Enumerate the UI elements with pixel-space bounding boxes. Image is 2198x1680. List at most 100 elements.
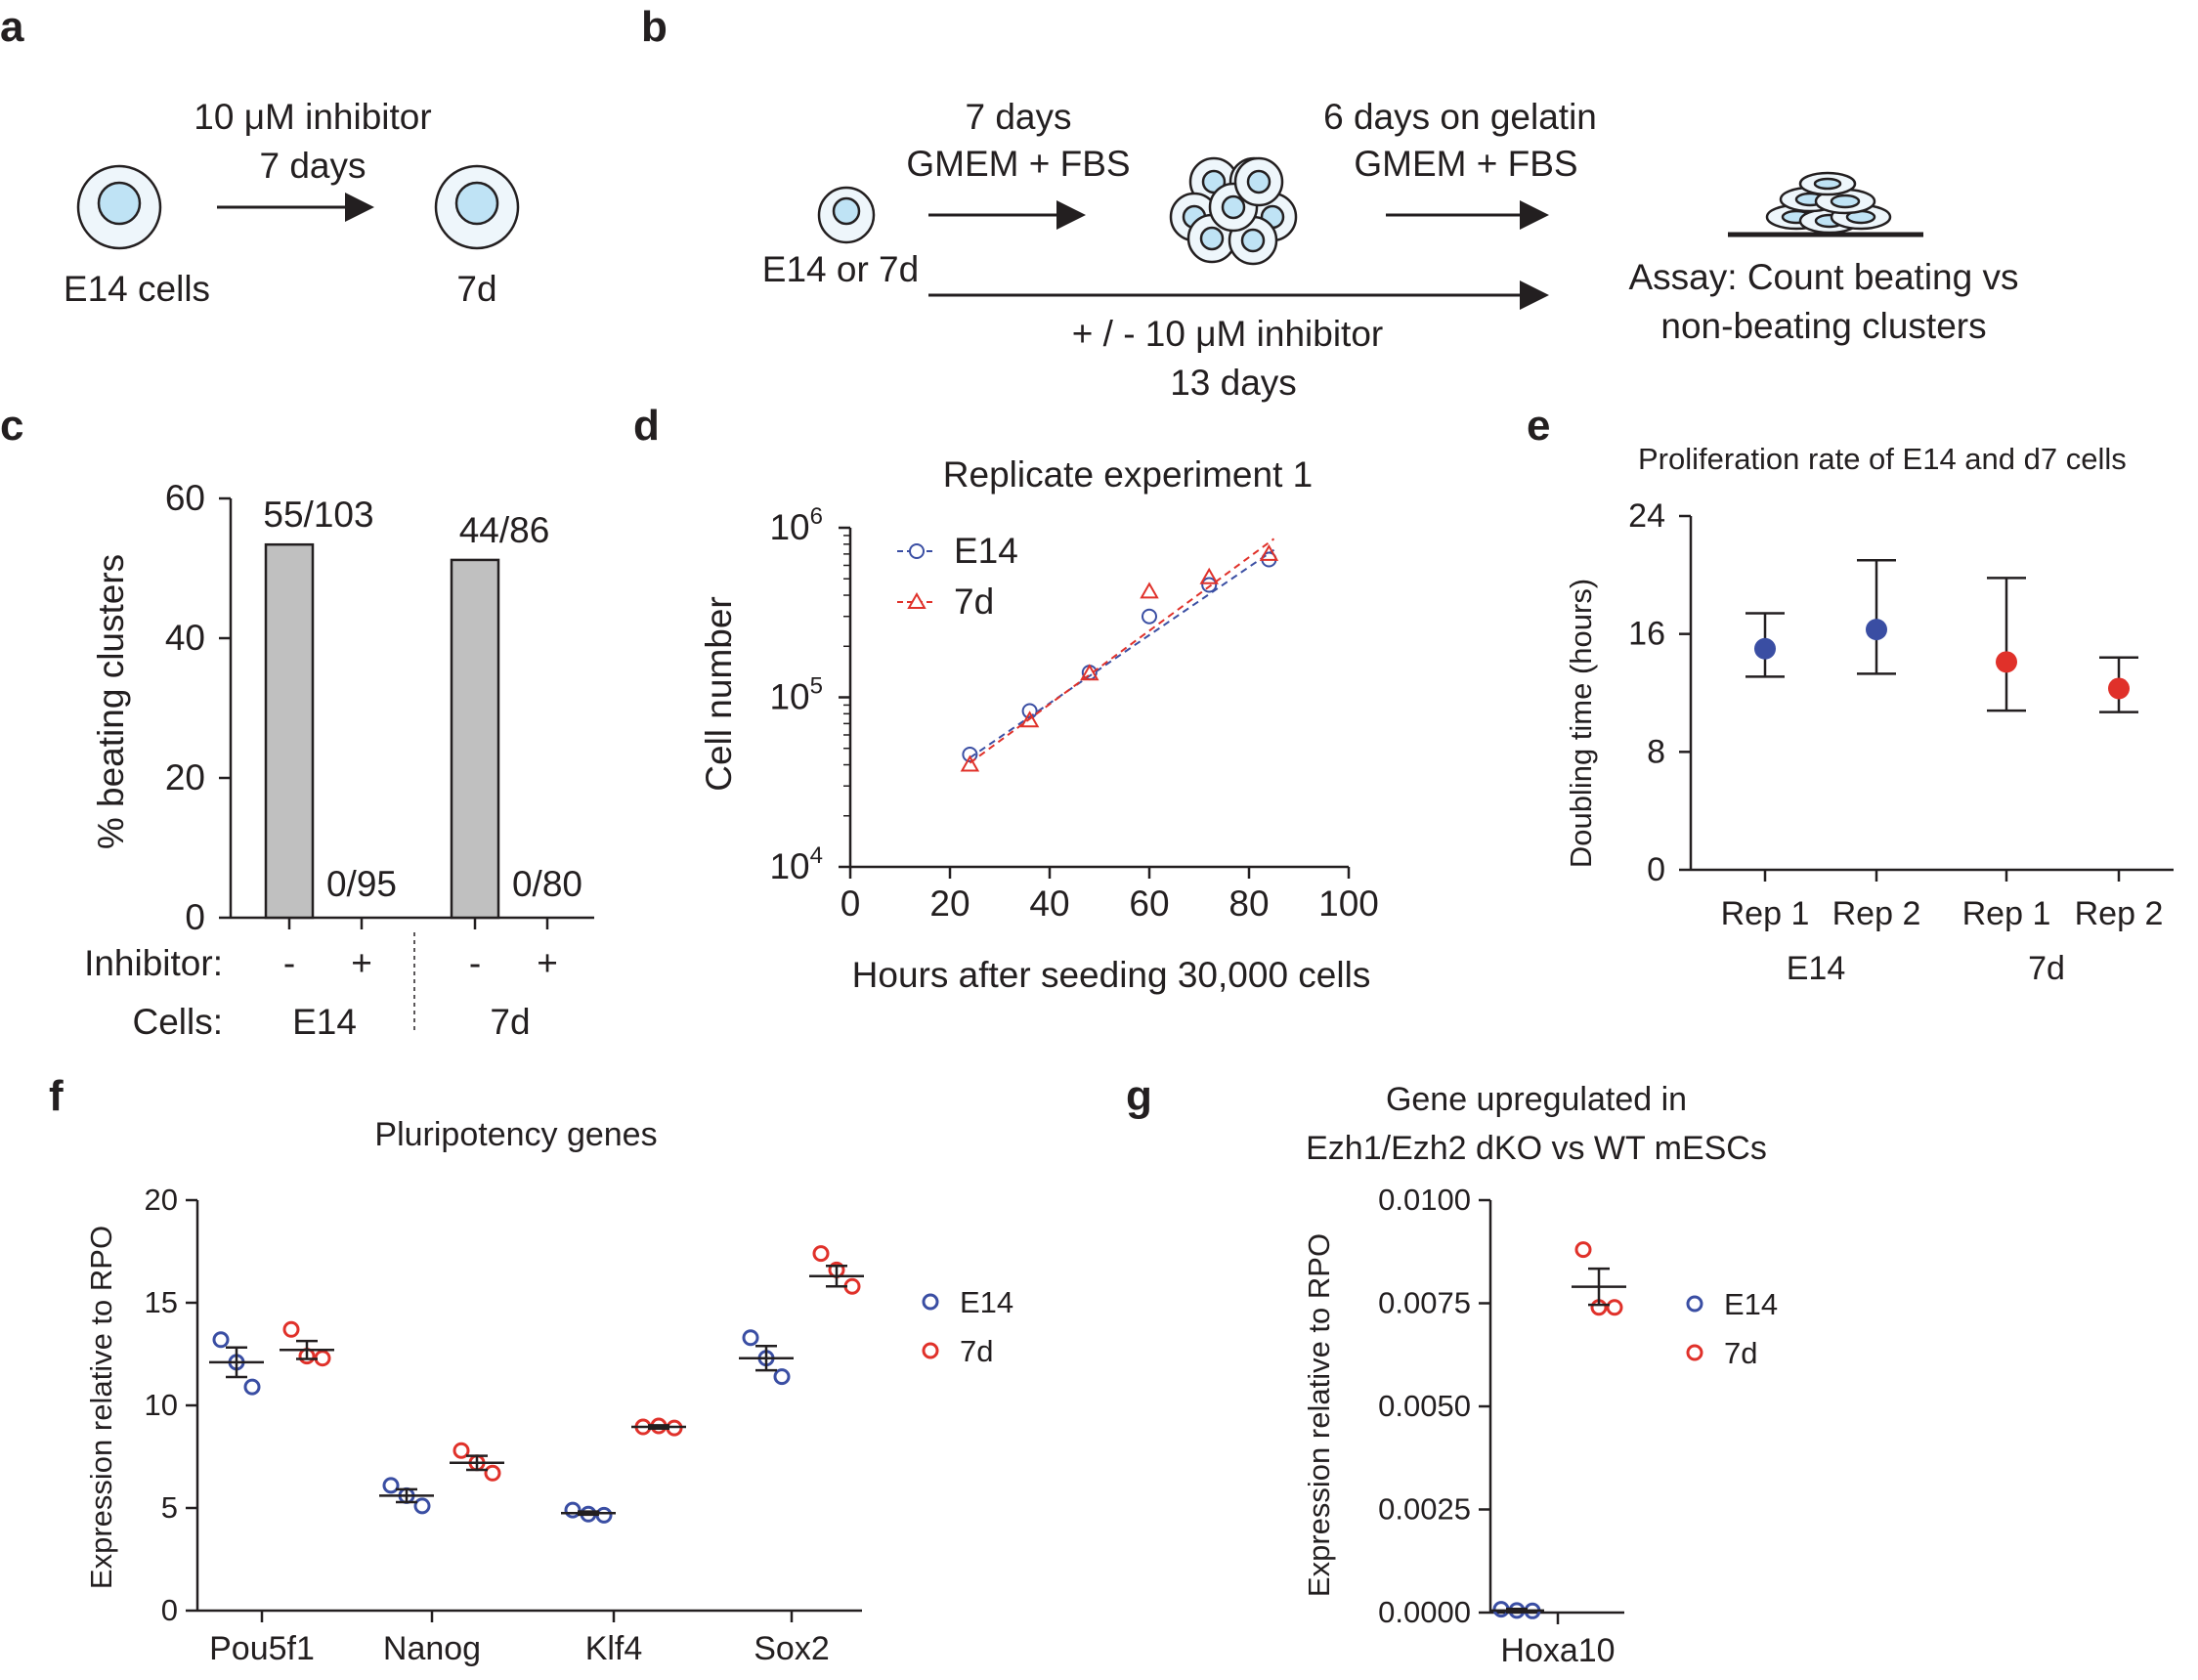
panel-c-bars: 55/103 0/95 44/86 0/80: [263, 495, 582, 929]
panel-e-group-label: 7d: [2028, 950, 2065, 987]
panel-e-ticks: 0 8 16 24: [1628, 497, 1691, 888]
panel-d-ticks: 0 20 40 60 80 100 104 105 106: [769, 503, 1378, 924]
panel-f-category-label: Nanog: [383, 1630, 481, 1667]
inhibitor-line2: 7 days: [259, 146, 366, 186]
inhibitor-value: +: [351, 943, 372, 983]
panel-g-ytick-label: 0.0025: [1378, 1492, 1471, 1527]
step1-line2: GMEM + FBS: [906, 144, 1130, 184]
mean-point: [2108, 677, 2130, 700]
data-point-7d: [314, 1350, 331, 1367]
fit-line-E14: [969, 548, 1275, 759]
data-point-7d: [1259, 543, 1279, 561]
panel-g-title-line1: Gene upregulated in: [1386, 1081, 1687, 1118]
legend-label: E14: [1724, 1287, 1778, 1321]
panel-f-label: f: [49, 1072, 64, 1120]
panel-f-ytick-label: 0: [161, 1593, 178, 1627]
panel-c-ytick-label: 20: [165, 757, 205, 797]
data-point-E14: [212, 1331, 230, 1349]
panel-e-xtick-label: Rep 2: [2075, 895, 2164, 932]
panel-f-plot: Pou5f1 Nanog Klf4 Sox2: [209, 1245, 864, 1667]
data-point-E14: [1492, 1601, 1510, 1618]
legend-label: 7d: [960, 1334, 993, 1368]
panel-c-label: c: [0, 402, 23, 450]
panel-c-xlabels: - + - + E14 7d: [283, 943, 558, 1042]
data-point-7d: [1606, 1299, 1623, 1316]
assay-line2: non-beating clusters: [1660, 306, 1986, 346]
panel-g-ytick-label: 0.0050: [1378, 1389, 1471, 1423]
embryoid-body-icon: [1169, 156, 1298, 266]
panel-c-ticks: 0 20 40 60: [165, 478, 231, 937]
panel-g-category-label: Hoxa10: [1500, 1632, 1615, 1669]
panel-d-xtick-label: 0: [840, 883, 861, 924]
start-cell-icon: [817, 186, 876, 244]
panel-b-label: b: [641, 3, 668, 51]
panel-c-ytick-label: 60: [165, 478, 205, 518]
panel-f-ytick-label: 5: [161, 1490, 178, 1525]
bar-data-label: 55/103: [263, 495, 373, 535]
panel-e-ytick-label: 0: [1647, 851, 1665, 888]
data-point-7d: [282, 1320, 300, 1338]
panel-d-xtick-label: 20: [929, 883, 970, 924]
panel-d-ylabel: Cell number: [699, 596, 739, 791]
panel-f-ytick-label: 20: [145, 1183, 178, 1217]
start-cells-label: E14 or 7d: [762, 249, 919, 289]
legend-marker-7d: [907, 591, 927, 609]
data-point-7d: [960, 754, 980, 772]
cells-group-label: 7d: [490, 1002, 530, 1042]
legend-marker-E14: [1686, 1295, 1703, 1313]
panel-g-plot: Hoxa10: [1489, 1241, 1626, 1669]
step1-line1: 7 days: [965, 97, 1071, 137]
panel-c: c % beating clusters 0 20 40 60 55/103 0/95 4…: [0, 402, 594, 1042]
data-point-E14: [742, 1329, 759, 1347]
panel-g-ytick-label: 0.0100: [1378, 1183, 1471, 1217]
panel-a: a E14 cells 10 μM inhibitor 7 days 7d: [0, 3, 520, 309]
panel-e-ylabel: Doubling time (hours): [1564, 579, 1598, 868]
panel-c-ytick-label: 0: [185, 897, 205, 937]
data-point-E14: [595, 1506, 613, 1524]
inhibitor-value: -: [469, 943, 481, 983]
data-point-E14: [962, 747, 978, 763]
panel-d-ytick-label: 106: [769, 503, 823, 547]
panel-d-xtick-label: 60: [1129, 883, 1169, 924]
mean-point: [1996, 651, 2017, 673]
bar-data-label: 0/95: [326, 864, 397, 904]
7d-cell-icon: [434, 164, 520, 250]
panel-d-xlabel: Hours after seeding 30,000 cells: [852, 955, 1371, 995]
bar: [450, 558, 500, 920]
panel-c-ylabel: % beating clusters: [91, 554, 131, 849]
inhibitor-line1: 10 μM inhibitor: [194, 97, 431, 137]
inhibitor-value: +: [537, 943, 558, 983]
data-point-E14: [413, 1497, 431, 1515]
panel-c-ytick-label: 40: [165, 618, 205, 658]
panel-g: g Gene upregulated in Ezh1/Ezh2 dKO vs W…: [1126, 1072, 1778, 1669]
step2-line2: GMEM + FBS: [1354, 144, 1577, 184]
panel-d: d Replicate experiment 1 Cell number Hou…: [633, 402, 1379, 995]
panel-e-xtick-label: Rep 1: [1721, 895, 1810, 932]
cells-row-label: Cells:: [132, 1002, 223, 1042]
data-point-7d: [1199, 567, 1219, 584]
legend-marker-E14: [922, 1293, 939, 1311]
legend-label: E14: [954, 531, 1018, 571]
inhibitor-treatment-line1: + / - 10 μM inhibitor: [1072, 314, 1383, 354]
data-point-7d: [1080, 664, 1099, 681]
panel-d-xtick-label: 100: [1318, 883, 1379, 924]
fit-line-7d: [969, 538, 1275, 764]
panel-f-ylabel: Expression relative to RPO: [84, 1226, 118, 1589]
panel-d-plot: [960, 538, 1279, 772]
data-point-E14: [382, 1477, 400, 1494]
panel-g-title-line2: Ezh1/Ezh2 dKO vs WT mESCs: [1306, 1130, 1767, 1167]
panel-e: e Proliferation rate of E14 and d7 cells…: [1527, 402, 2174, 987]
panel-f-category-label: Sox2: [754, 1630, 830, 1667]
e14-cell-icon: [76, 164, 162, 250]
data-point-E14: [773, 1368, 791, 1386]
e14-cells-label: E14 cells: [64, 269, 210, 309]
7d-cells-label: 7d: [456, 269, 496, 309]
panel-f-category-label: Pou5f1: [209, 1630, 315, 1667]
data-point-E14: [564, 1501, 582, 1519]
panel-e-xtick-label: Rep 2: [1832, 895, 1921, 932]
assay-line1: Assay: Count beating vs: [1629, 257, 2019, 297]
data-point-7d: [1019, 711, 1040, 728]
